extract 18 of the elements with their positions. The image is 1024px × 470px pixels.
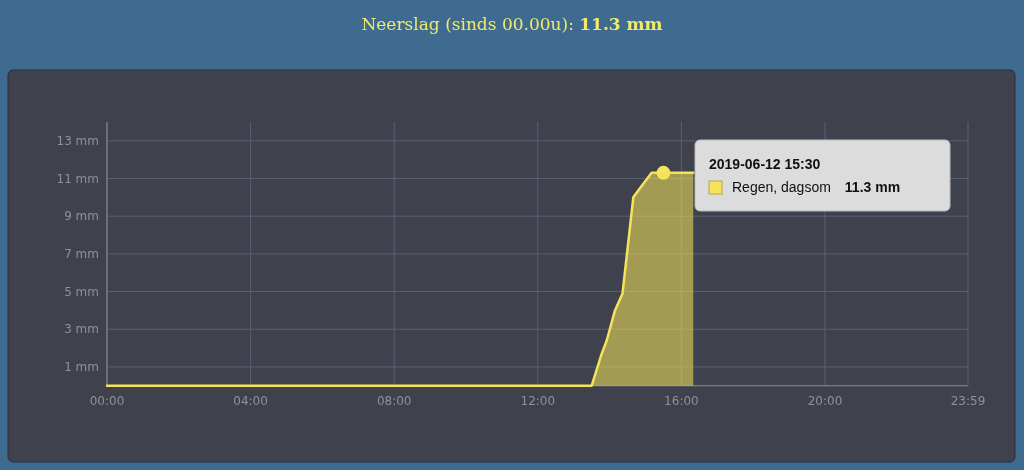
annotation: 2019-06-12 15:30 [709,156,821,172]
y-tick-label: 7 mm [64,247,99,262]
x-tick-label: 20:00 [807,393,843,408]
annotation: 11.3 mm [844,179,901,195]
y-tick-label: 9 mm [64,209,99,224]
x-tick-label: 00:00 [89,393,125,408]
x-tick-label: 04:00 [233,393,268,408]
chart-title: Neerslag (sinds 00.00u): 11.3 mm [361,14,663,34]
x-tick-label: 23:59 [950,393,986,408]
x-tick-label: 12:00 [520,393,556,408]
y-tick-label: 3 mm [64,322,99,337]
x-tick-label: 16:00 [664,393,699,408]
legend-label: Regen, dagsom [732,179,831,195]
y-tick-label: 1 mm [64,360,99,375]
y-tick-label: 5 mm [64,284,99,299]
y-tick-label: 11 mm [56,171,99,186]
x-tick-label: 08:00 [376,393,412,408]
y-tick-label: 13 mm [56,134,99,149]
